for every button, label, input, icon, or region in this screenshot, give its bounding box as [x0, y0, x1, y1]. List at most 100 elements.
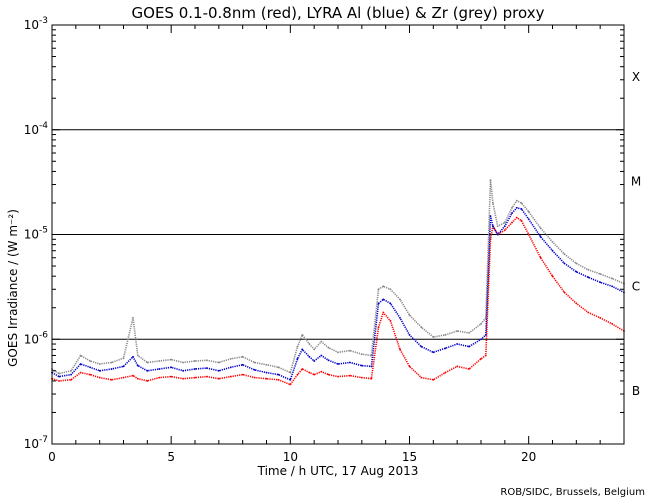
series-1-point-19	[253, 369, 256, 371]
series-0-point-54	[551, 275, 554, 278]
series-1-point-47	[496, 233, 499, 236]
series-0-point-20	[265, 377, 268, 380]
series-0-point-5	[98, 376, 101, 379]
series-0-point-19	[253, 376, 256, 379]
y-axis-ticks: 10-710-610-510-410-3	[24, 16, 624, 451]
series-2-point-45	[489, 179, 492, 182]
y-tick-label-base: 10	[24, 18, 39, 32]
flare-class-labels: B C M X	[631, 70, 641, 398]
series-0-point-28	[327, 373, 330, 376]
series-1-point-23	[296, 357, 299, 360]
flare-class-label-X: X	[632, 70, 640, 84]
series-1-point-17	[229, 366, 232, 369]
series-1-point-3	[79, 363, 82, 365]
chart-title: GOES 0.1-0.8nm (red), LYRA Al (blue) & Z…	[132, 4, 545, 22]
y-tick-label-2: 10-5	[24, 226, 48, 242]
series-0-point-41	[456, 365, 459, 368]
series-2-point-25	[308, 343, 311, 345]
y-tick-label-4: 10-3	[24, 16, 48, 32]
series-0-point-8	[132, 374, 134, 377]
data-series-layer	[51, 179, 625, 386]
series-1-point-10	[146, 369, 149, 372]
series-0-point-24	[301, 368, 304, 370]
x-tick-label-4: 20	[521, 450, 536, 464]
series-1-point-14	[194, 368, 196, 370]
series-2-point-11	[158, 360, 161, 362]
series-2-point-20	[265, 363, 268, 366]
series-2-point-49	[511, 206, 513, 209]
series-0-point-51	[520, 219, 523, 222]
series-2-point-34	[382, 285, 385, 288]
series-1-point-4	[89, 366, 91, 369]
series-0-point-16	[217, 377, 220, 380]
series-2-point-8	[132, 317, 134, 319]
flare-class-label-C: C	[632, 279, 640, 293]
series-0-point-38	[420, 376, 423, 379]
series-2-point-37	[408, 314, 411, 316]
series-1-point-11	[158, 368, 161, 370]
series-2-point-12	[170, 358, 173, 361]
series-0-point-30	[349, 374, 351, 377]
series-1-point-55	[563, 262, 566, 265]
x-tick-label-0: 0	[48, 450, 56, 464]
series-2-point-2	[70, 369, 72, 372]
series-1-point-54	[551, 249, 554, 252]
series-0-point-29	[337, 375, 339, 378]
x-axis-label: Time / h UTC, 17 Aug 2013	[257, 464, 419, 478]
y-axis-label: GOES Irradiance / (W m⁻²)	[6, 209, 20, 367]
y-tick-label-3: 10-4	[24, 121, 49, 137]
series-2-point-10	[146, 361, 149, 364]
series-2-point-50	[515, 199, 518, 202]
series-0-point-9	[136, 377, 139, 380]
series-0-point-36	[399, 348, 401, 351]
series-0-point-40	[444, 371, 447, 374]
series-1-point-29	[337, 363, 339, 365]
series-1-point-38	[420, 345, 423, 348]
series-2-point-36	[399, 298, 401, 301]
series-line-0	[51, 216, 625, 386]
series-1-point-49	[511, 212, 513, 215]
series-2-point-58	[599, 273, 602, 275]
series-0-point-27	[320, 370, 323, 373]
series-2-point-24	[301, 334, 304, 336]
series-0-point-42	[468, 368, 470, 370]
series-2-point-43	[480, 323, 482, 325]
series-2-point-28	[327, 346, 330, 349]
series-1-point-20	[265, 371, 268, 374]
series-1-point-8	[132, 355, 134, 358]
series-0-point-55	[563, 291, 566, 294]
series-1-point-12	[170, 366, 173, 369]
flare-class-label-B: B	[632, 384, 640, 398]
series-2-point-26	[313, 348, 316, 351]
series-0-point-56	[575, 302, 578, 305]
series-2-point-44	[484, 317, 487, 319]
series-0-point-12	[170, 375, 173, 378]
series-2-point-46	[492, 202, 494, 204]
series-1-point-59	[611, 285, 613, 288]
series-0-point-14	[194, 376, 196, 379]
series-2-point-54	[551, 241, 554, 243]
series-1-point-27	[320, 354, 323, 357]
y-tick-label-exponent: -6	[39, 330, 48, 340]
series-1-point-24	[301, 348, 304, 351]
series-2-point-5	[98, 363, 101, 365]
series-2-point-30	[349, 349, 351, 352]
series-2-point-51	[520, 202, 523, 204]
series-2-point-35	[389, 288, 392, 291]
series-2-point-48	[503, 221, 506, 224]
series-1-point-40	[444, 347, 447, 350]
series-1-point-50	[515, 206, 518, 209]
series-2-point-29	[337, 351, 339, 354]
series-1-point-56	[575, 270, 578, 273]
series-0-point-31	[360, 376, 363, 379]
series-1-point-15	[206, 367, 208, 369]
series-1-point-46	[492, 225, 494, 228]
y-tick-label-base: 10	[24, 228, 39, 242]
series-0-point-15	[206, 375, 208, 378]
series-0-point-32	[370, 377, 373, 380]
series-0-point-26	[313, 373, 316, 376]
series-1-point-35	[389, 302, 392, 305]
series-1-point-18	[241, 363, 244, 366]
series-1-point-30	[349, 361, 351, 364]
